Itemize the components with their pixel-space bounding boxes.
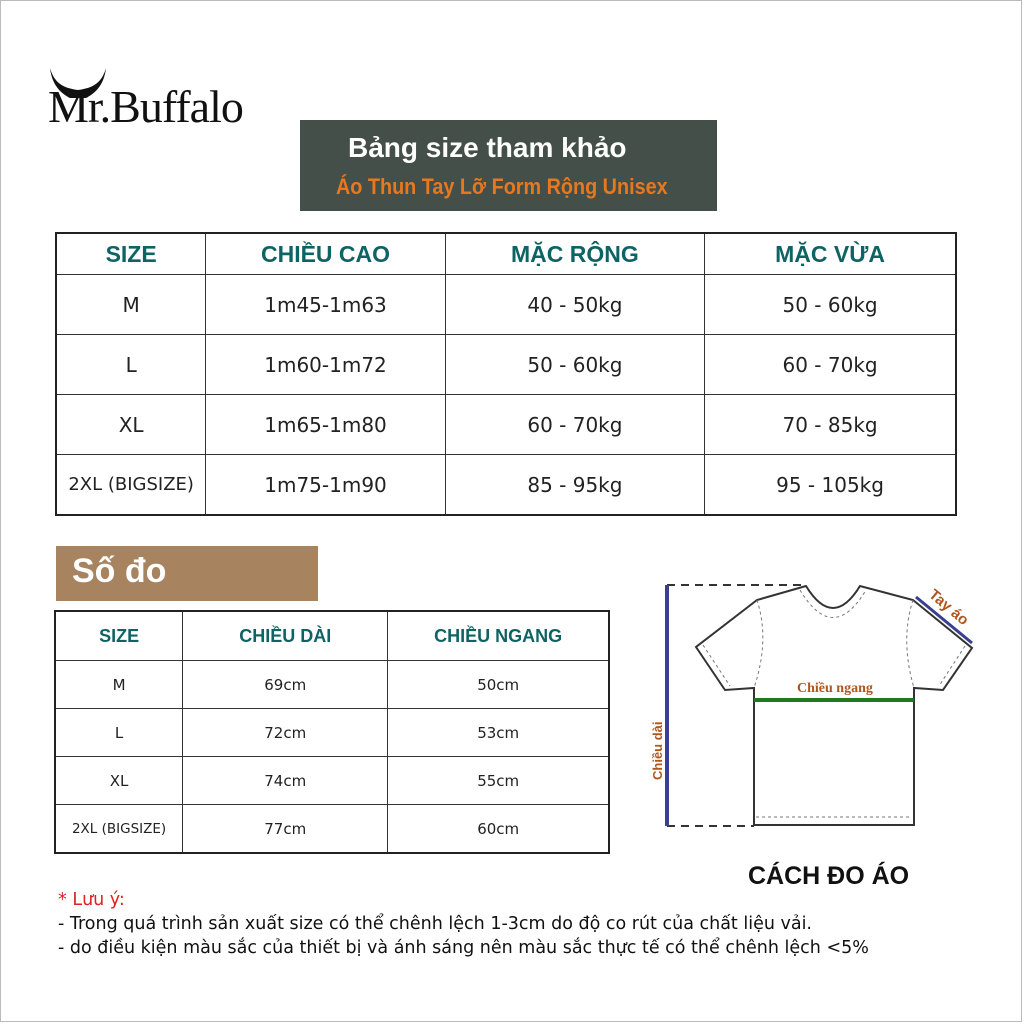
cell: M <box>54 660 184 709</box>
cell: 40 - 50kg <box>444 274 706 335</box>
tshirt-outline <box>694 584 974 826</box>
cell: 95 - 105kg <box>704 454 957 516</box>
table-row: M 69cm 50cm <box>54 660 610 709</box>
table-row: L 1m60-1m72 50 - 60kg 60 - 70kg <box>55 334 957 395</box>
diagram-caption: CÁCH ĐO ÁO <box>748 862 910 890</box>
width-label: Chiều ngang <box>797 681 873 696</box>
table-row: M 1m45-1m63 40 - 50kg 50 - 60kg <box>55 274 957 335</box>
cell: 60 - 70kg <box>704 334 957 395</box>
cell: 50 - 60kg <box>704 274 957 335</box>
cell: 1m60-1m72 <box>205 334 446 395</box>
header-cell: CHIỀU NGANG <box>387 610 610 661</box>
cell: 85 - 95kg <box>444 454 706 516</box>
table-row: XL 74cm 55cm <box>54 756 610 805</box>
header-cell: CHIỀU CAO <box>205 232 446 275</box>
size-table: SIZE CHIỀU CAO MẶC RỘNG MẶC VỪA M 1m45-1m… <box>55 232 957 516</box>
cell: XL <box>55 394 207 455</box>
page-title: Bảng size tham khảo <box>348 132 627 163</box>
brand-logo: Mr.Buffalo <box>48 68 244 132</box>
logo-text: Mr.Buffalo <box>48 81 244 132</box>
table-header-row: SIZE CHIỀU CAO MẶC RỘNG MẶC VỪA <box>55 232 957 275</box>
header-cell: MẶC VỪA <box>704 232 957 275</box>
cell: XL <box>54 756 184 805</box>
cell: 53cm <box>387 708 610 757</box>
cell: 69cm <box>182 660 389 709</box>
measurement-table: SIZE CHIỀU DÀI CHIỀU NGANG M 69cm 50cm L 72… <box>54 610 610 854</box>
cell: L <box>55 334 207 395</box>
cell: 1m75-1m90 <box>205 454 446 516</box>
header-cell: MẶC RỘNG <box>444 232 706 275</box>
cell: L <box>54 708 184 757</box>
table-row: 2XL (BIGSIZE) 1m75-1m90 85 - 95kg 95 - 105k… <box>55 454 957 516</box>
table-row: 2XL (BIGSIZE) 77cm 60cm <box>54 804 610 854</box>
cell: 1m45-1m63 <box>205 274 446 335</box>
table-row: XL 1m65-1m80 60 - 70kg 70 - 85kg <box>55 394 957 455</box>
cell: 2XL (BIGSIZE) <box>54 804 184 854</box>
cell: 1m65-1m80 <box>205 394 446 455</box>
cell: 74cm <box>182 756 389 805</box>
cell: 2XL (BIGSIZE) <box>55 454 207 516</box>
cell: 60 - 70kg <box>444 394 706 455</box>
cell: M <box>55 274 207 335</box>
note-line: - Trong quá trình sản xuất size có thể c… <box>58 914 812 934</box>
header-cell: SIZE <box>54 610 184 661</box>
note-line: - do điều kiện màu sắc của thiết bị và á… <box>58 938 869 958</box>
length-label: Chiều dài <box>650 721 665 780</box>
page-subtitle: Áo Thun Tay Lỡ Form Rộng Unisex <box>336 174 668 199</box>
cell: 60cm <box>387 804 610 854</box>
buffalo-horns-icon <box>50 68 106 98</box>
section-title: Số đo <box>72 552 167 590</box>
cell: 77cm <box>182 804 389 854</box>
cell: 50cm <box>387 660 610 709</box>
cell: 70 - 85kg <box>704 394 957 455</box>
cell: 50 - 60kg <box>444 334 706 395</box>
notes: * Lưu ý: - Trong quá trình sản xuất size… <box>58 888 869 960</box>
title-banner: Bảng size tham khảo Áo Thun Tay Lỡ Form … <box>300 120 717 211</box>
sleeve-line <box>915 595 973 645</box>
tshirt-stitching <box>702 589 966 818</box>
measurement-section-banner: Số đo <box>56 546 318 601</box>
cell: 55cm <box>387 756 610 805</box>
header-cell: SIZE <box>55 232 207 275</box>
table-row: L 72cm 53cm <box>54 708 610 757</box>
note-title: * Lưu ý: <box>58 890 125 910</box>
